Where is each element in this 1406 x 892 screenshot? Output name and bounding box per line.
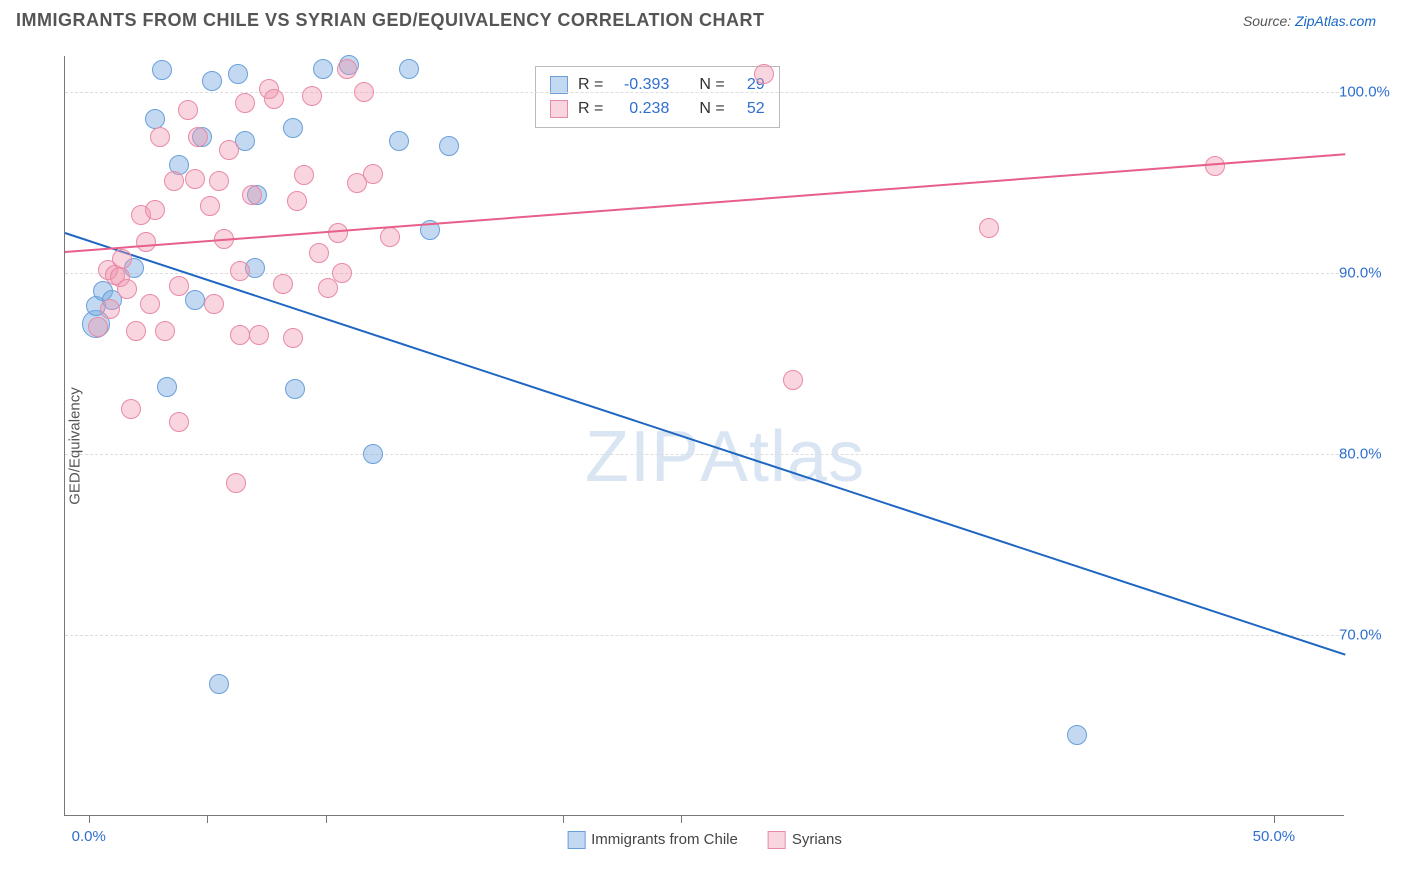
watermark-text: ZIPAtlas [585, 416, 865, 498]
scatter-point [157, 377, 177, 397]
scatter-point [313, 59, 333, 79]
scatter-point [309, 243, 329, 263]
scatter-point [235, 93, 255, 113]
scatter-point [754, 64, 774, 84]
legend-r-label: R = [578, 100, 603, 118]
scatter-point [337, 59, 357, 79]
x-tick-label: 50.0% [1253, 828, 1296, 845]
gridline-h [65, 635, 1344, 636]
scatter-point [155, 321, 175, 341]
x-tick [681, 815, 682, 823]
scatter-point [202, 71, 222, 91]
scatter-point [140, 294, 160, 314]
scatter-point [287, 191, 307, 211]
scatter-point [209, 171, 229, 191]
scatter-point [185, 290, 205, 310]
source-link[interactable]: ZipAtlas.com [1295, 13, 1376, 29]
x-tick-label: 0.0% [72, 828, 106, 845]
source-attribution: Source: ZipAtlas.com [1243, 13, 1376, 29]
scatter-point [145, 109, 165, 129]
scatter-point [380, 227, 400, 247]
gridline-h [65, 92, 1344, 93]
scatter-point [230, 261, 250, 281]
scatter-point [136, 232, 156, 252]
source-label: Source: [1243, 13, 1291, 29]
y-tick-label: 90.0% [1339, 265, 1399, 282]
y-tick-label: 70.0% [1339, 627, 1399, 644]
x-tick [563, 815, 564, 823]
scatter-point [264, 89, 284, 109]
scatter-point [121, 399, 141, 419]
legend-bottom: Immigrants from Chile Syrians [567, 831, 842, 849]
scatter-point [152, 60, 172, 80]
scatter-point [294, 165, 314, 185]
x-tick [1274, 815, 1275, 823]
y-tick-label: 80.0% [1339, 446, 1399, 463]
legend-series-name: Immigrants from Chile [591, 831, 738, 848]
scatter-point [979, 218, 999, 238]
legend-swatch [550, 100, 568, 118]
scatter-point [783, 370, 803, 390]
scatter-point [100, 299, 120, 319]
y-tick-label: 100.0% [1339, 84, 1399, 101]
plot-area: ZIPAtlas R =-0.393N =29R =0.238N =52 Imm… [64, 56, 1344, 816]
legend-swatch [567, 831, 585, 849]
legend-swatch [768, 831, 786, 849]
chart-container: GED/Equivalency ZIPAtlas R =-0.393N =29R… [20, 46, 1380, 846]
chart-title: IMMIGRANTS FROM CHILE VS SYRIAN GED/EQUI… [16, 10, 765, 31]
trend-line [65, 232, 1346, 656]
legend-r-value: 0.238 [613, 100, 669, 118]
scatter-point [185, 169, 205, 189]
legend-bottom-item: Syrians [768, 831, 842, 849]
scatter-point [1067, 725, 1087, 745]
scatter-point [209, 674, 229, 694]
scatter-point [285, 379, 305, 399]
scatter-point [302, 86, 322, 106]
scatter-point [399, 59, 419, 79]
gridline-h [65, 454, 1344, 455]
scatter-point [363, 444, 383, 464]
scatter-point [389, 131, 409, 151]
scatter-point [242, 185, 262, 205]
legend-stats-box: R =-0.393N =29 R = 0.238 N = 52 [535, 66, 780, 128]
scatter-point [164, 171, 184, 191]
scatter-point [88, 317, 108, 337]
legend-stats-row: R =-0.393N =29 [550, 73, 765, 97]
x-tick [89, 815, 90, 823]
scatter-point [328, 223, 348, 243]
scatter-point [273, 274, 293, 294]
scatter-point [188, 127, 208, 147]
scatter-point [283, 118, 303, 138]
scatter-point [363, 164, 383, 184]
scatter-point [178, 100, 198, 120]
scatter-point [354, 82, 374, 102]
scatter-point [150, 127, 170, 147]
scatter-point [169, 412, 189, 432]
legend-n-value: 52 [735, 100, 765, 118]
scatter-point [117, 279, 137, 299]
scatter-point [249, 325, 269, 345]
scatter-point [200, 196, 220, 216]
scatter-point [204, 294, 224, 314]
scatter-point [169, 276, 189, 296]
scatter-point [332, 263, 352, 283]
scatter-point [230, 325, 250, 345]
scatter-point [126, 321, 146, 341]
x-tick [207, 815, 208, 823]
legend-n-label: N = [699, 100, 724, 118]
scatter-point [1205, 156, 1225, 176]
scatter-point [145, 200, 165, 220]
scatter-point [228, 64, 248, 84]
scatter-point [226, 473, 246, 493]
x-tick [326, 815, 327, 823]
legend-series-name: Syrians [792, 831, 842, 848]
scatter-point [283, 328, 303, 348]
scatter-point [219, 140, 239, 160]
scatter-point [439, 136, 459, 156]
legend-stats-row: R = 0.238 N = 52 [550, 97, 765, 121]
scatter-point [112, 249, 132, 269]
legend-bottom-item: Immigrants from Chile [567, 831, 738, 849]
